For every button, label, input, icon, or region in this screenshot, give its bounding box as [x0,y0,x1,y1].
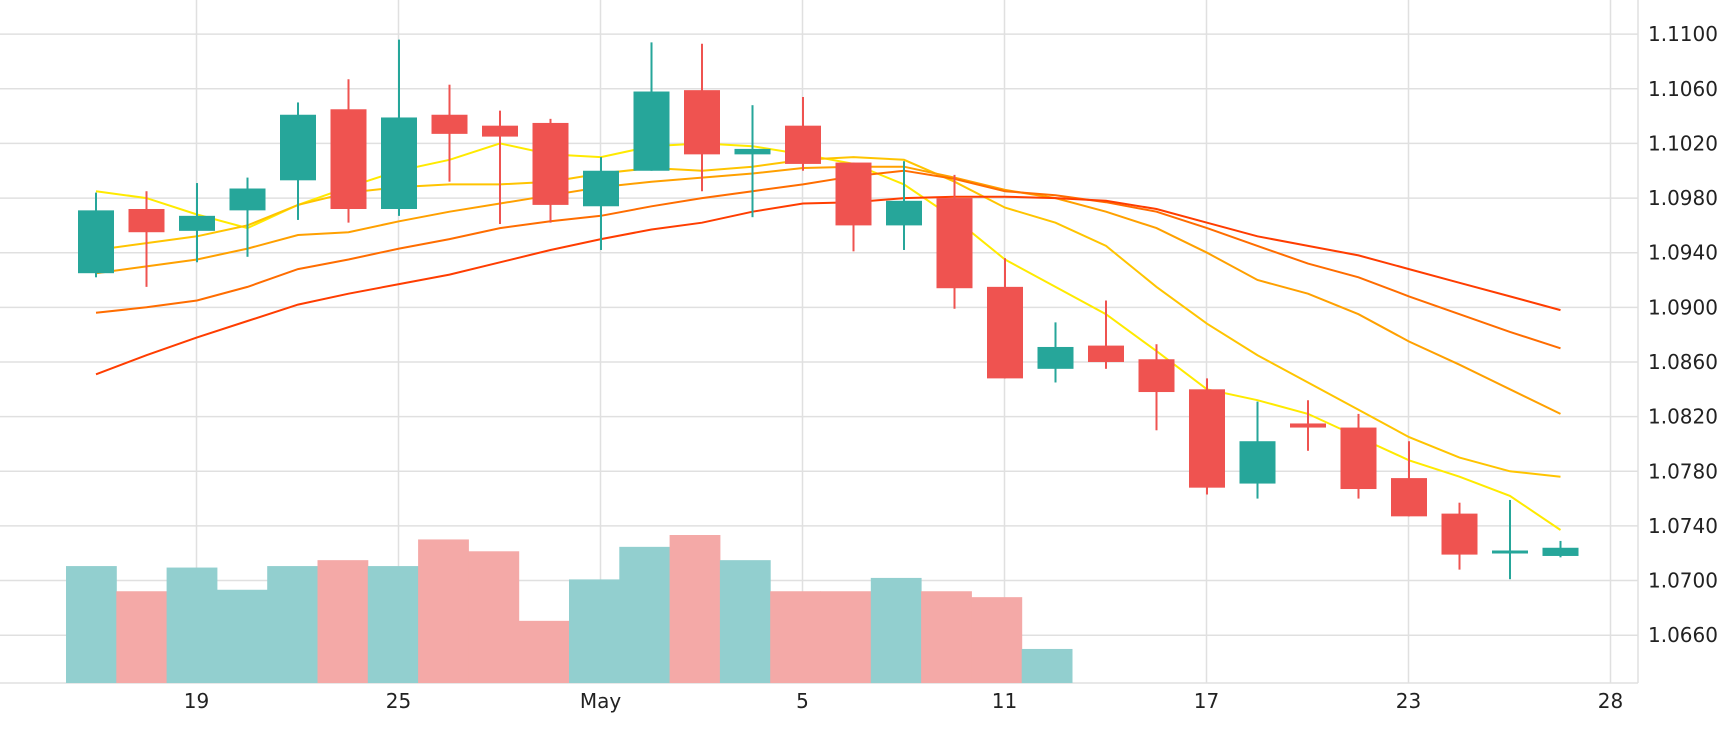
volume-bar [116,591,168,683]
y-tick-label: 1.0860 [1648,350,1718,374]
y-tick-label: 1.0940 [1648,241,1718,265]
candle-body [179,215,215,231]
moving-average-line [95,195,1561,376]
x-axis: 19 25 May 5 11 17 23 28 [184,689,1623,713]
candles [78,39,1579,580]
volume-bar [418,539,469,683]
x-tick-label: 5 [796,689,809,713]
volume-bar [669,535,721,683]
candle-body [785,125,821,164]
volume-bar [820,591,872,683]
y-axis: 1.1100 1.1060 1.1020 1.0980 1.0940 1.0900 1.08… [1648,22,1718,647]
candle-body [1391,478,1427,517]
volume-bar [468,551,520,683]
y-tick-label: 1.0780 [1648,459,1718,483]
volume-bar [719,560,771,683]
volume-bar [267,566,318,683]
y-tick-label: 1.0820 [1648,405,1718,429]
candle-body [936,198,973,289]
candle-body [1037,346,1074,369]
candle-body [128,208,165,233]
candle-body [280,114,316,181]
x-tick-label: 19 [184,689,209,713]
volume-bar [770,591,821,683]
volume-bar [921,591,972,683]
volume-bar [216,589,268,683]
y-tick-label: 1.0980 [1648,186,1718,210]
candle-body [1441,513,1478,555]
y-tick-label: 1.1020 [1648,131,1718,155]
grid [0,0,1639,684]
y-tick-label: 1.1060 [1648,77,1718,101]
x-tick-label: May [580,689,622,713]
volume-bar [619,546,671,683]
volume-bar [518,620,570,683]
volume-bar [1021,648,1073,683]
moving-average-line [95,169,1561,350]
candle-body [1138,359,1175,393]
candle-body [1542,547,1579,556]
x-tick-label: 25 [386,689,411,713]
x-tick-label: 23 [1396,689,1421,713]
y-tick-label: 1.0740 [1648,514,1718,538]
candle-body [330,109,367,209]
candle-body [1290,423,1326,428]
volume-bar [569,579,620,683]
x-tick-label: 11 [992,689,1017,713]
candle-body [1189,389,1225,488]
volume-bar [971,597,1023,683]
volume-bars [66,535,1073,683]
candle-body [482,125,518,137]
candle-body [1492,550,1528,554]
candle-body [734,148,771,155]
candle-body [886,200,922,226]
y-tick-label: 1.0660 [1648,623,1718,647]
volume-bar [66,566,117,683]
candle-body [583,170,619,207]
candle-body [684,90,720,155]
volume-bar [870,577,922,683]
moving-average-line [95,165,1561,415]
candle-body [987,286,1023,379]
y-tick-label: 1.0900 [1648,295,1718,319]
volume-bar [166,567,218,683]
candle-body [633,91,670,171]
y-tick-label: 1.0700 [1648,569,1718,593]
y-tick-label: 1.1100 [1648,22,1718,46]
candle-body [381,117,417,209]
x-tick-label: 17 [1194,689,1219,713]
candle-body [1239,441,1276,484]
candle-body [1088,345,1124,362]
candle-body [78,210,114,274]
candle-body [532,122,569,205]
candle-body [1340,427,1377,490]
candle-body [835,162,872,226]
volume-bar [317,560,369,683]
candle-body [229,188,266,211]
volume-bar [367,566,419,683]
x-tick-label: 28 [1598,689,1623,713]
candle-body [431,114,468,134]
